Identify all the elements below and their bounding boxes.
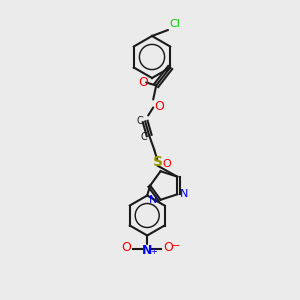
Text: O: O — [154, 100, 164, 113]
Text: N: N — [180, 189, 189, 199]
Text: O: O — [163, 241, 173, 254]
Text: O: O — [163, 159, 171, 169]
Text: +: + — [150, 247, 157, 256]
Text: O: O — [121, 241, 131, 254]
Text: Cl: Cl — [169, 19, 180, 29]
Text: C: C — [137, 116, 144, 125]
Text: N: N — [149, 195, 158, 205]
Text: O: O — [138, 76, 148, 89]
Text: S: S — [153, 155, 163, 170]
Text: C: C — [141, 131, 148, 142]
Text: −: − — [171, 241, 181, 250]
Text: N: N — [142, 244, 152, 257]
